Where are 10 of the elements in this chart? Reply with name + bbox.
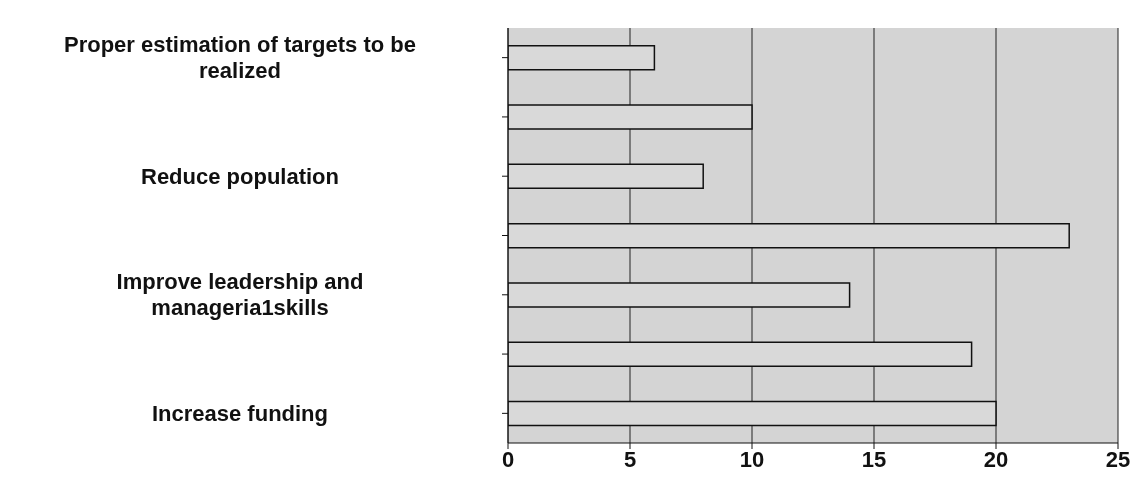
x-tick-label: 25	[1105, 446, 1131, 472]
x-tick-label: 10	[739, 446, 765, 472]
x-tick-label: 0	[501, 446, 515, 472]
x-tick-label: 5	[623, 446, 637, 472]
y-tick-label: Increase funding	[151, 401, 329, 427]
y-tick-label: Proper estimation of targets to be realized	[63, 32, 417, 84]
y-tick-label: Reduce population	[141, 163, 339, 189]
x-tick-label: 20	[983, 446, 1009, 472]
y-tick-label: Improve leadership and manageria1skills	[116, 269, 364, 321]
x-tick-label: 15	[861, 446, 887, 472]
